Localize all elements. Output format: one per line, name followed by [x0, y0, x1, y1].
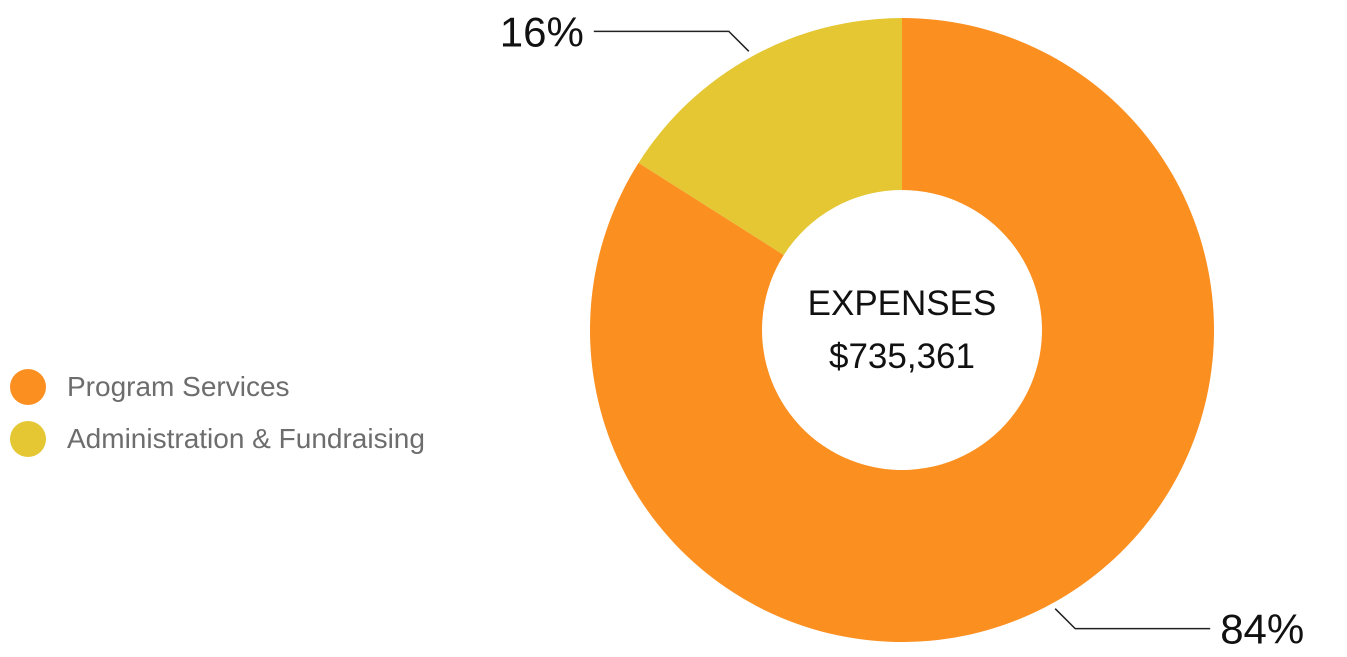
- legend: Program Services Administration & Fundra…: [10, 361, 425, 465]
- center-title: EXPENSES: [807, 284, 997, 323]
- leader-line: [593, 30, 750, 52]
- legend-label-administration-fundraising: Administration & Fundraising: [67, 423, 425, 454]
- legend-label-program-services: Program Services: [67, 371, 290, 402]
- legend-swatch-program-services: [10, 369, 46, 405]
- data-label: 16%: [500, 8, 584, 55]
- data-label: 84%: [1220, 606, 1304, 653]
- slice-program-services: [590, 18, 1214, 642]
- donut-slices: [590, 18, 1214, 642]
- center-total-value: $735,361: [829, 337, 975, 376]
- legend-item-program-services: Program Services: [10, 361, 425, 413]
- leader-lines: [593, 30, 1211, 630]
- leader-line: [1054, 608, 1211, 630]
- legend-item-administration-fundraising: Administration & Fundraising: [10, 413, 425, 465]
- data-labels: 84% 16%: [500, 8, 1305, 652]
- slice-administration-fundraising: [638, 18, 902, 255]
- legend-swatch-administration-fundraising: [10, 421, 46, 457]
